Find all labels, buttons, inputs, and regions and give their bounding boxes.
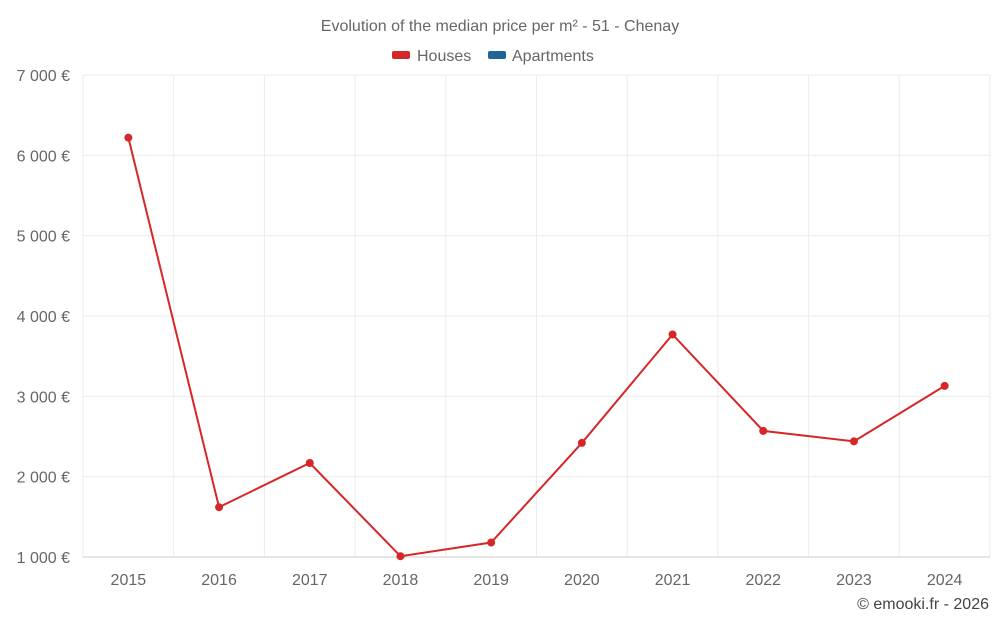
horizontal-gridlines xyxy=(83,74,990,478)
x-tick-label: 2017 xyxy=(292,572,328,589)
series-points-houses xyxy=(124,133,949,561)
data-point-houses-2020[interactable] xyxy=(577,438,586,447)
legend-swatch-apartments xyxy=(488,51,506,59)
x-tick-label: 2016 xyxy=(201,572,237,589)
x-tick-label: 2019 xyxy=(473,572,509,589)
data-point-houses-2017[interactable] xyxy=(305,459,314,468)
data-point-houses-2016[interactable] xyxy=(215,503,224,512)
legend-label-apartments: Apartments xyxy=(512,48,594,65)
y-tick-label: 1 000 € xyxy=(17,550,70,567)
x-tick-label: 2024 xyxy=(927,572,963,589)
y-tick-label: 5 000 € xyxy=(17,229,70,246)
legend-item-apartments[interactable]: Apartments xyxy=(488,48,594,65)
y-tick-label: 7 000 € xyxy=(17,68,70,85)
legend-label-houses: Houses xyxy=(417,48,471,65)
data-point-houses-2022[interactable] xyxy=(759,426,768,435)
y-tick-label: 6 000 € xyxy=(17,148,70,165)
x-tick-label: 2021 xyxy=(655,572,691,589)
data-point-houses-2018[interactable] xyxy=(396,552,405,561)
data-point-houses-2019[interactable] xyxy=(487,538,496,547)
data-point-houses-2024[interactable] xyxy=(940,381,949,390)
credit-text: © emooki.fr - 2026 xyxy=(857,596,989,613)
chart-title: Evolution of the median price per m² - 5… xyxy=(321,18,679,35)
y-tick-label: 2 000 € xyxy=(17,470,70,487)
legend: Houses Apartments xyxy=(392,48,594,65)
x-tick-label: 2023 xyxy=(836,572,872,589)
data-point-houses-2015[interactable] xyxy=(124,133,133,142)
x-axis-labels: 2015 2016 2017 2018 2019 2020 2021 2022 2023 2024 xyxy=(111,572,963,589)
series-line-houses xyxy=(127,137,946,558)
x-tick-label: 2018 xyxy=(383,572,419,589)
data-point-houses-2023[interactable] xyxy=(849,437,858,446)
x-tick-label: 2022 xyxy=(745,572,781,589)
y-axis-labels: 1 000 € 2 000 € 3 000 € 4 000 € 5 000 € 6 000… xyxy=(17,68,70,567)
legend-swatch-houses xyxy=(392,51,410,59)
y-tick-label: 3 000 € xyxy=(17,389,70,406)
data-point-houses-2021[interactable] xyxy=(668,330,677,339)
x-tick-label: 2020 xyxy=(564,572,600,589)
x-tick-label: 2015 xyxy=(111,572,147,589)
legend-item-houses[interactable]: Houses xyxy=(392,48,471,65)
y-tick-label: 4 000 € xyxy=(17,309,70,326)
